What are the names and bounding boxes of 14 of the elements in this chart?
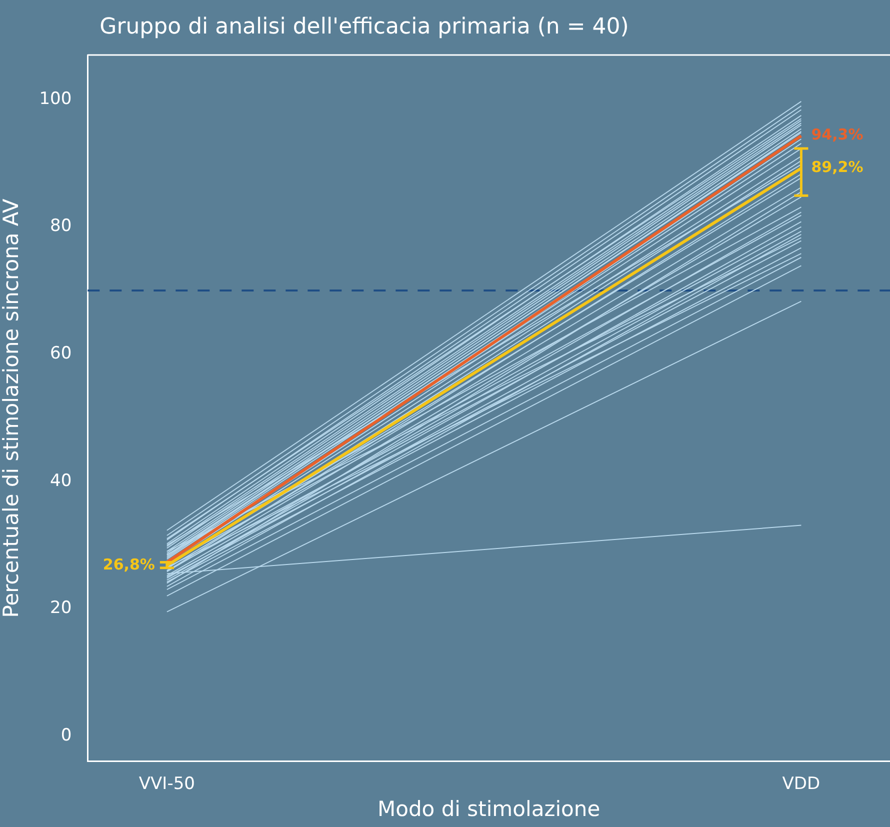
- x-tick-label: VVI-50: [138, 774, 195, 794]
- data-label: 26,8%: [102, 555, 155, 574]
- y-axis-title: Percentuale di stimolazione sincrona AV: [0, 198, 24, 618]
- y-tick-label: 0: [60, 725, 72, 746]
- y-tick-label: 20: [50, 598, 72, 618]
- data-label: 89,2%: [811, 158, 864, 176]
- x-axis-title: Modo di stimolazione: [378, 796, 600, 821]
- y-tick-label: 40: [50, 470, 72, 491]
- y-tick-label: 100: [39, 88, 72, 109]
- x-tick-label: VDD: [782, 774, 820, 794]
- data-label: 94,3%: [811, 126, 864, 144]
- y-tick-label: 80: [50, 216, 72, 236]
- chart-title: Gruppo di analisi dell'efficacia primaria (n = 40): [100, 14, 629, 40]
- y-tick-label: 60: [50, 344, 72, 364]
